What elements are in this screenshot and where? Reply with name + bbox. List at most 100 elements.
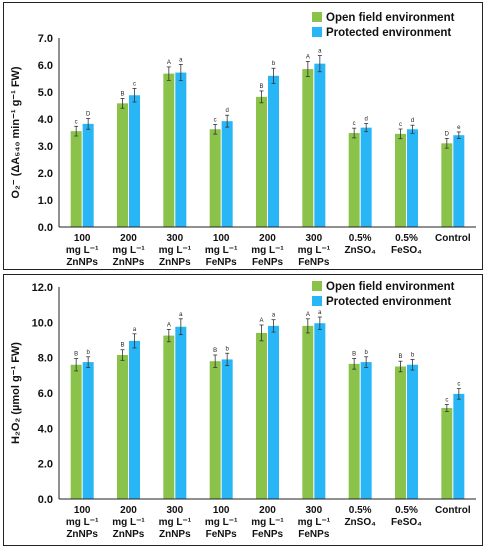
- significance-letter: b: [411, 352, 415, 358]
- x-category-label: mg L⁻¹: [159, 245, 192, 256]
- x-category-label: FeSO₄: [391, 517, 422, 528]
- x-category-label: 0.5%: [349, 233, 372, 244]
- y-tick-label: 0.0: [38, 222, 53, 234]
- bar-open: [348, 363, 360, 499]
- bar-open: [163, 73, 175, 227]
- x-category-label: 0.5%: [395, 233, 418, 244]
- x-category-label: ZnSO₄: [344, 245, 376, 256]
- x-category-label: mg L⁻¹: [205, 517, 238, 528]
- y-tick-label: 4.0: [38, 114, 53, 126]
- bar-open: [395, 133, 406, 227]
- x-category-label: 100: [213, 233, 230, 244]
- x-category-label: 300: [166, 505, 183, 516]
- y-axis-label: H₂O₂ (µmol g⁻¹ FW): [10, 342, 22, 444]
- legend-label-protected: Protected environment: [326, 296, 451, 308]
- bar-protected: [453, 393, 465, 499]
- significance-letter: B: [213, 348, 217, 354]
- bar-protected: [175, 72, 187, 227]
- significance-letter: e: [457, 125, 461, 131]
- y-tick-label: 7.0: [38, 33, 53, 45]
- significance-letter: A: [306, 54, 310, 60]
- x-category-label: mg L⁻¹: [251, 245, 284, 256]
- x-category-label: 100: [213, 505, 230, 516]
- x-category-label: 200: [120, 505, 137, 516]
- bar-protected: [221, 359, 233, 499]
- x-category-label: mg L⁻¹: [159, 517, 192, 528]
- bar-protected: [453, 135, 465, 227]
- bar-protected: [129, 340, 140, 499]
- x-category-label: Control: [435, 505, 471, 516]
- y-tick-label: 6.0: [38, 60, 53, 72]
- x-category-label: FeNPs: [206, 529, 238, 540]
- x-category-label: 300: [305, 233, 322, 244]
- legend-swatch-open: [312, 12, 322, 22]
- x-category-label: mg L⁻¹: [205, 245, 238, 256]
- x-category-label: ZnNPs: [159, 529, 191, 540]
- x-category-label: 300: [166, 233, 183, 244]
- legend-label-open: Open field environment: [326, 12, 455, 24]
- x-category-label: 0.5%: [395, 505, 418, 516]
- x-category-label: ZnNPs: [66, 257, 98, 268]
- bar-open: [256, 96, 267, 227]
- bar-open: [348, 133, 360, 227]
- significance-letter: c: [399, 122, 402, 128]
- x-category-label: ZnNPs: [113, 529, 145, 540]
- x-category-label: FeNPs: [252, 257, 284, 268]
- bar-protected: [314, 63, 326, 228]
- significance-letter: a: [318, 310, 322, 316]
- x-category-label: 0.5%: [349, 505, 372, 516]
- bar-protected: [268, 325, 279, 499]
- chart-legend: Open field environment Protected environm…: [312, 281, 455, 308]
- bar-open: [70, 131, 82, 227]
- x-category-label: FeNPs: [252, 529, 284, 540]
- legend-swatch-open: [312, 281, 322, 291]
- x-category-label: FeSO₄: [391, 245, 422, 256]
- significance-letter: c: [353, 121, 356, 127]
- legend-swatch-protected: [312, 27, 322, 37]
- x-category-label: mg L⁻¹: [298, 245, 331, 256]
- bar-open: [302, 325, 314, 499]
- bar-protected: [129, 95, 140, 228]
- legend-label-open: Open field environment: [326, 281, 455, 293]
- significance-letter: d: [225, 108, 228, 114]
- x-category-label: FeNPs: [206, 257, 238, 268]
- x-category-label: ZnNPs: [113, 257, 145, 268]
- significance-letter: c: [214, 117, 217, 123]
- x-category-label: 100: [74, 505, 91, 516]
- bar-protected: [221, 121, 233, 227]
- x-category-label: ZnNPs: [159, 257, 191, 268]
- bar-open: [256, 332, 267, 499]
- bar-open: [117, 355, 128, 499]
- significance-letter: c: [133, 81, 136, 87]
- x-category-label: mg L⁻¹: [298, 517, 331, 528]
- x-category-label: ZnSO₄: [344, 517, 376, 528]
- bar-protected: [268, 75, 279, 227]
- significance-letter: b: [86, 350, 90, 356]
- y-tick-label: 2.0: [38, 168, 53, 180]
- chart-legend: Open field environment Protected environm…: [312, 12, 455, 39]
- bar-protected: [407, 129, 418, 227]
- significance-letter: d: [411, 118, 414, 124]
- hydrogen-peroxide-chart: Open field environment Protected environm…: [10, 281, 476, 540]
- significance-letter: a: [179, 312, 183, 318]
- significance-letter: c: [75, 119, 78, 125]
- superoxide-chart: Open field environment Protected environm…: [10, 12, 476, 268]
- y-tick-label: 4.0: [38, 423, 53, 435]
- significance-letter: A: [167, 322, 171, 328]
- significance-letter: B: [398, 354, 402, 360]
- significance-letter: b: [225, 346, 229, 352]
- y-tick-label: 8.0: [38, 353, 53, 365]
- bar-protected: [175, 326, 187, 499]
- bar-protected: [407, 364, 418, 499]
- x-category-label: ZnNPs: [66, 529, 98, 540]
- bar-protected: [314, 323, 326, 499]
- x-category-label: 300: [305, 505, 322, 516]
- significance-letter: c: [457, 382, 460, 388]
- y-tick-label: 12.0: [32, 282, 53, 294]
- hydrogen-peroxide-chart-panel: Open field environment Protected environm…: [3, 274, 483, 546]
- y-tick-label: 10.0: [32, 317, 53, 329]
- x-category-label: 200: [259, 505, 276, 516]
- bar-protected: [360, 127, 372, 227]
- bar-open: [302, 69, 314, 227]
- significance-letter: a: [272, 313, 276, 319]
